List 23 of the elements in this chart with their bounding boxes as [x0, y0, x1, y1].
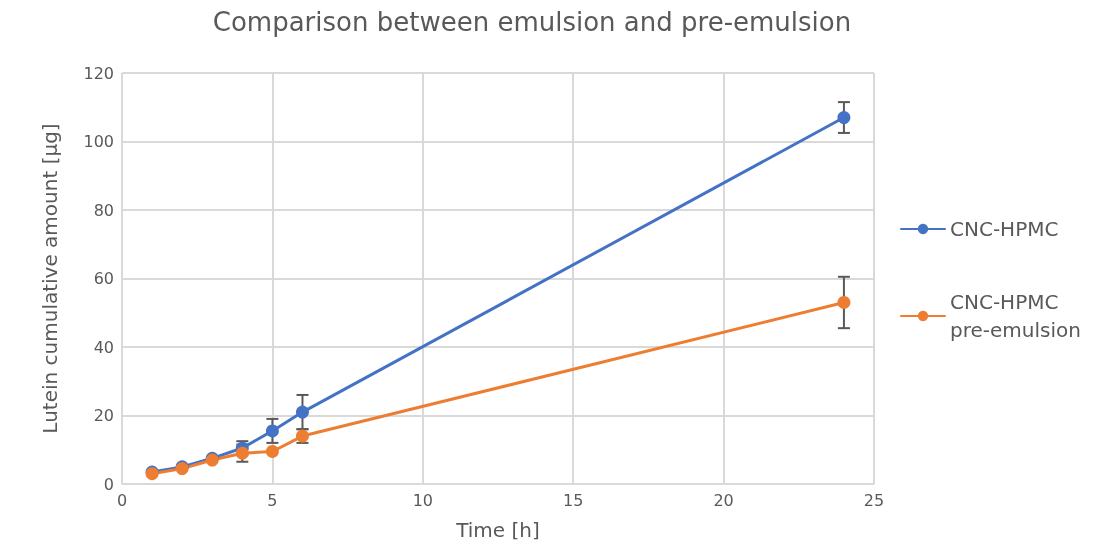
legend-label: CNC-HPMC — [950, 217, 1059, 241]
point — [265, 444, 279, 458]
point — [295, 405, 309, 419]
point — [837, 111, 851, 125]
y-tick-label: 120 — [83, 63, 114, 83]
x-tick-label: 20 — [713, 490, 734, 510]
chart-title: Comparison between emulsion and pre-emulsion — [212, 7, 852, 37]
y-tick-label: 100 — [83, 132, 114, 151]
y-tick-label: 40 — [93, 337, 114, 357]
y-tick-label: 60 — [93, 269, 114, 288]
x-tick-label: 15 — [563, 490, 584, 510]
point — [265, 424, 279, 438]
y-tick-label: 20 — [93, 406, 114, 425]
x-tick-label: 10 — [412, 490, 433, 510]
x-tick-label: 25 — [863, 490, 885, 510]
x-axis-title: Time [h] — [455, 518, 540, 542]
y-tick-label: 0 — [103, 474, 114, 494]
x-tick-label: 5 — [267, 490, 278, 510]
legend-label: CNC-HPMC pre-emulsion — [950, 290, 1081, 342]
y-tick-label: 80 — [93, 200, 114, 220]
x-tick-label: 0 — [116, 490, 128, 510]
y-axis-title: Lutein cumulative amount [µg] — [38, 123, 62, 434]
point — [837, 295, 851, 309]
